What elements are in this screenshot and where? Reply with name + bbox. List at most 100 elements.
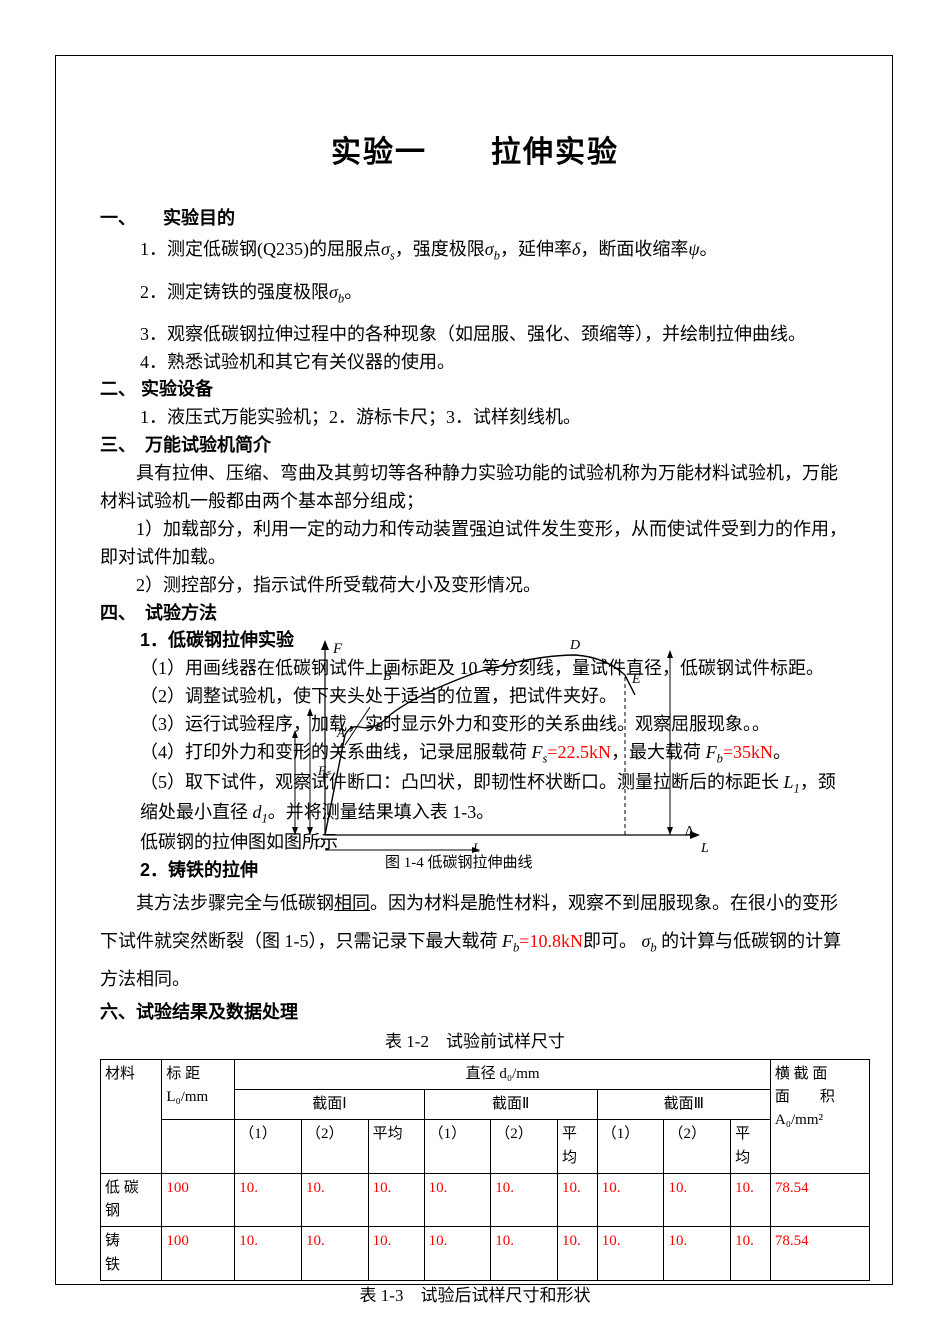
s3-p1: 具有拉伸、压缩、弯曲及其剪切等各种静力实验功能的试验机称为万能材料试验机，万能材… xyxy=(100,460,850,516)
cell: 10. xyxy=(731,1227,771,1281)
cell: 78.54 xyxy=(770,1227,869,1281)
th-sec1: 截面Ⅰ xyxy=(235,1090,424,1120)
cell: 100 xyxy=(162,1173,235,1227)
text: ，强度极限 xyxy=(395,239,485,259)
text: ，最大载荷 xyxy=(611,742,706,762)
cell: 10. xyxy=(301,1227,368,1281)
cell xyxy=(162,1120,235,1174)
th-area: 横 截 面面 积 A₀/mm² xyxy=(770,1059,869,1173)
table1-caption: 表 1-2 试验前试样尺寸 xyxy=(100,1029,850,1055)
text: 相同 xyxy=(334,893,370,913)
s1-item-4: 4．熟悉试验机和其它有关仪器的使用。 xyxy=(100,349,850,377)
text: 即可。 xyxy=(583,931,642,951)
cell: 100 xyxy=(162,1227,235,1281)
s3-p2: 1）加载部分，利用一定的动力和传动装置强迫试件发生变形，从而使试件受到力的作用，… xyxy=(100,516,850,572)
cell: 平均 xyxy=(368,1120,424,1174)
cell: 10. xyxy=(557,1173,597,1227)
table-1: 材料 标 距L₀/mm 直径 d₀/mm 横 截 面面 积A₀/mm² 截面Ⅰ … xyxy=(100,1059,870,1281)
val: =22.5kN xyxy=(547,742,611,762)
s4-h1: 1．低碳钢拉伸实验 xyxy=(100,627,850,655)
cell: 10. xyxy=(664,1173,731,1227)
cell: 10. xyxy=(664,1227,731,1281)
text: 低 碳 xyxy=(105,1180,139,1196)
s1-item-2: 2．测定铸铁的强度极限σb。 xyxy=(100,279,850,309)
text: 铸 xyxy=(105,1233,120,1249)
document-content: 实验一 拉伸实验 一、 实验目的 1．测定低碳钢(Q235)的屈服点σs，强度极… xyxy=(100,130,850,1309)
th-diam: 直径 d₀/mm xyxy=(235,1059,771,1089)
doc-title: 实验一 拉伸实验 xyxy=(100,130,850,177)
section-1-header: 一、 实验目的 xyxy=(100,205,850,233)
s4-i2: （2）调整试验机，使下夹头处于适当的位置，把试件夹好。 xyxy=(100,683,850,711)
cell: 10. xyxy=(597,1173,664,1227)
cell: 10. xyxy=(301,1173,368,1227)
text: L₀/mm xyxy=(166,1089,208,1105)
s4-i3: （3）运行试验程序，加载，实时显示外力和变形的关系曲线。观察屈服现象。。 xyxy=(100,711,850,739)
cell: （1） xyxy=(424,1120,491,1174)
text: 平 xyxy=(735,1126,750,1142)
text: 均 xyxy=(562,1150,577,1166)
s2-item-1: 1．液压式万能实验机；2．游标卡尺；3．试样刻线机。 xyxy=(100,404,850,432)
s3-p3: 2）测控部分，指示试件所受载荷大小及变形情况。 xyxy=(100,572,850,600)
s1-item-1: 1．测定低碳钢(Q235)的屈服点σs，强度极限σb，延伸率δ，断面收缩率ψ。 xyxy=(100,236,850,266)
s1-item-3: 3．观察低碳钢拉伸过程中的各种现象（如屈服、强化、颈缩等），并绘制拉伸曲线。 xyxy=(100,321,850,349)
cell: 10. xyxy=(368,1227,424,1281)
s4-p2: 其方法步骤完全与低碳钢相同。因为材料是脆性材料，观察不到屈服现象。在很小的变形下… xyxy=(100,885,850,999)
cell: 78.54 xyxy=(770,1173,869,1227)
text: 平 xyxy=(562,1126,577,1142)
cell: 10. xyxy=(424,1173,491,1227)
table-row: 材料 标 距L₀/mm 直径 d₀/mm 横 截 面面 积A₀/mm² xyxy=(101,1059,870,1089)
text: 横 截 面 xyxy=(775,1066,828,1082)
table-row: 铸铁 100 10. 10. 10. 10. 10. 10. 10. 10. 1… xyxy=(101,1227,870,1281)
s4-i1: （1）用画线器在低碳钢试件上画标距及 10 等分刻线，量试件直径，低碳钢试件标距… xyxy=(100,655,850,683)
text: 标 距 xyxy=(166,1066,200,1082)
text: （5）取下试件，观察试件断口：凸凹状，即韧性杯状断口。测量拉断后的标距长 xyxy=(140,772,784,792)
text: 均 xyxy=(735,1150,750,1166)
text: 其方法步骤完全与低碳钢 xyxy=(136,893,334,913)
text: A₀/mm² xyxy=(775,1112,823,1128)
section-4-header: 四、 试验方法 xyxy=(100,600,850,628)
text: ，延伸率 xyxy=(500,239,572,259)
cell: 10. xyxy=(424,1227,491,1281)
cell: 10. xyxy=(491,1227,558,1281)
cell: （1） xyxy=(597,1120,664,1174)
table-row: （1） （2） 平均 （1） （2） 平均 （1） （2） 平均 xyxy=(101,1120,870,1174)
text: （4）打印外力和变形的关系曲线，记录屈服载荷 xyxy=(140,742,532,762)
s4-i4: （4）打印外力和变形的关系曲线，记录屈服载荷 Fs=22.5kN，最大载荷 Fb… xyxy=(100,739,850,769)
cell: （2） xyxy=(491,1120,558,1174)
cell: 平均 xyxy=(731,1120,771,1174)
section-3-header: 三、 万能试验机简介 xyxy=(100,432,850,460)
text: 1．测定低碳钢(Q235)的屈服点 xyxy=(140,239,381,259)
text: 2．测定铸铁的强度极限 xyxy=(140,282,329,302)
cell: 10. xyxy=(731,1173,771,1227)
cell: 10. xyxy=(368,1173,424,1227)
text: 钢 xyxy=(105,1203,120,1219)
th-material: 材料 xyxy=(101,1059,162,1173)
text: 。 xyxy=(344,282,362,302)
text: 面 积 xyxy=(775,1089,835,1105)
th-gauge: 标 距 L₀/mm xyxy=(162,1059,235,1120)
cell: 10. xyxy=(235,1227,302,1281)
cell: （2） xyxy=(664,1120,731,1174)
cell: 10. xyxy=(557,1227,597,1281)
cell: （2） xyxy=(301,1120,368,1174)
s4-i5: （5）取下试件，观察试件断口：凸凹状，即韧性杯状断口。测量拉断后的标距长 L1，… xyxy=(100,769,850,829)
text: 。并将测量结果填入表 1-3。 xyxy=(268,802,495,822)
val: =10.8kN xyxy=(519,931,583,951)
table2-caption: 表 1-3 试验后试样尺寸和形状 xyxy=(100,1283,850,1309)
section-6-header: 六、试验结果及数据处理 xyxy=(100,999,850,1027)
table-row: 低 碳钢 100 10. 10. 10. 10. 10. 10. 10. 10.… xyxy=(101,1173,870,1227)
val: =35kN xyxy=(723,742,773,762)
section-2-header: 二、 实验设备 xyxy=(100,376,850,404)
th-sec2: 截面Ⅱ xyxy=(424,1090,597,1120)
cell: 10. xyxy=(597,1227,664,1281)
text: 。 xyxy=(700,239,718,259)
cell: （1） xyxy=(235,1120,302,1174)
text: ，断面收缩率 xyxy=(580,239,688,259)
th-sec3: 截面Ⅲ xyxy=(597,1090,770,1120)
cell: 10. xyxy=(235,1173,302,1227)
cell: 平均 xyxy=(557,1120,597,1174)
cell: 铸铁 xyxy=(101,1227,162,1281)
cell: 低 碳钢 xyxy=(101,1173,162,1227)
text: 。 xyxy=(773,742,791,762)
s4-h2: 2．铸铁的拉伸 xyxy=(100,857,850,885)
